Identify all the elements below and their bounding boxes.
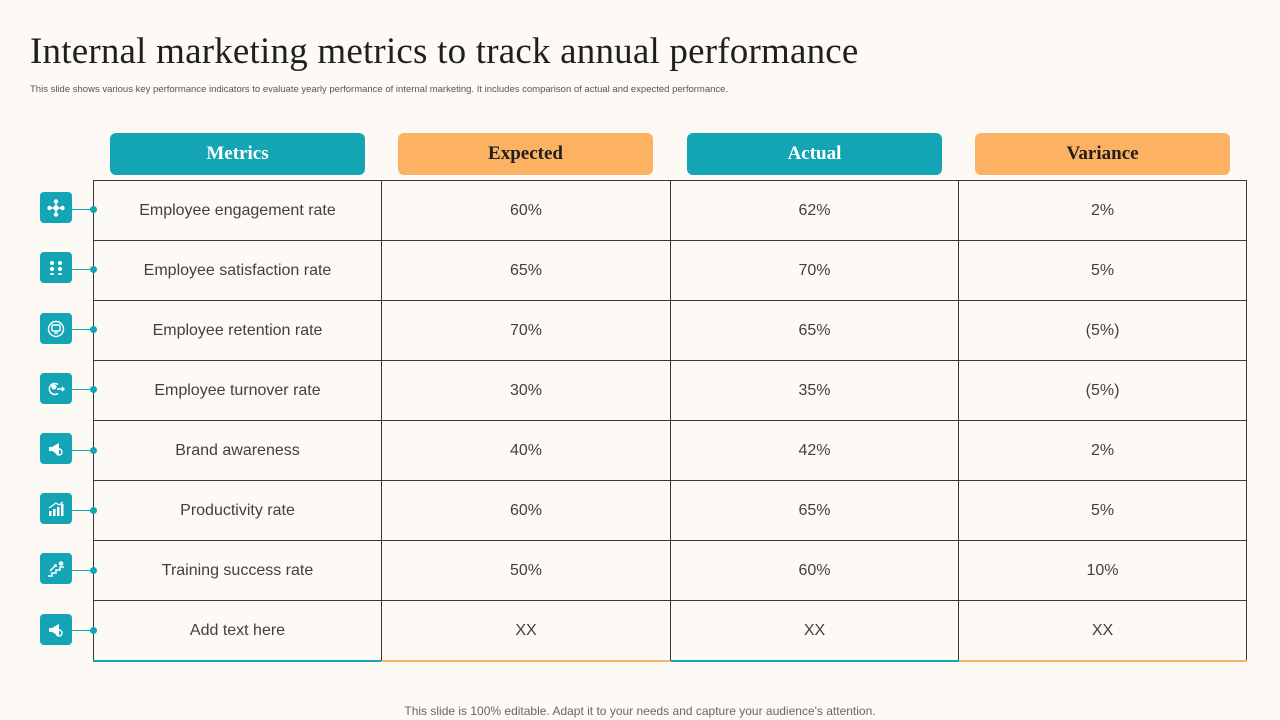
variance-cell: (5%): [959, 301, 1247, 361]
team-satisfaction-icon: [40, 252, 72, 283]
metric-cell: Employee retention rate: [94, 301, 382, 361]
bottom-accent-expected: [382, 660, 670, 662]
connector-dot: [90, 507, 97, 514]
metric-cell: Employee turnover rate: [94, 361, 382, 421]
growth-chart-icon: [40, 493, 72, 524]
actual-cell: 42%: [671, 421, 959, 481]
metric-cell: Productivity rate: [94, 481, 382, 541]
actual-cell: XX: [671, 601, 959, 661]
actual-cell: 35%: [671, 361, 959, 421]
connector-dot: [90, 627, 97, 634]
megaphone-icon: [40, 433, 72, 464]
page-title: Internal marketing metrics to track annu…: [30, 31, 859, 72]
table-row: Employee retention rate 70% 65% (5%): [94, 301, 1247, 361]
table-row: Training success rate 50% 60% 10%: [94, 541, 1247, 601]
expected-cell: 70%: [382, 301, 671, 361]
connector-dot: [90, 567, 97, 574]
expected-cell: 40%: [382, 421, 671, 481]
connector-dot: [90, 266, 97, 273]
megaphone-icon: [40, 614, 72, 645]
actual-cell: 62%: [671, 181, 959, 241]
table-row: Employee engagement rate 60% 62% 2%: [94, 181, 1247, 241]
connector-dot: [90, 386, 97, 393]
footer-note: This slide is 100% editable. Adapt it to…: [404, 704, 876, 718]
variance-cell: (5%): [959, 361, 1247, 421]
expected-cell: XX: [382, 601, 671, 661]
expected-cell: 50%: [382, 541, 671, 601]
connector-dot: [90, 326, 97, 333]
bottom-accent-metrics: [93, 660, 381, 662]
variance-cell: 5%: [959, 241, 1247, 301]
header-expected: Expected: [398, 133, 653, 175]
person-exit-icon: [40, 373, 72, 404]
variance-cell: XX: [959, 601, 1247, 661]
variance-cell: 2%: [959, 421, 1247, 481]
metric-cell: Employee satisfaction rate: [94, 241, 382, 301]
people-network-icon: [40, 192, 72, 223]
connector-dot: [90, 206, 97, 213]
monitor-icon: [40, 313, 72, 344]
metric-cell: Employee engagement rate: [94, 181, 382, 241]
bottom-accent-variance: [959, 660, 1247, 662]
variance-cell: 5%: [959, 481, 1247, 541]
header-actual: Actual: [687, 133, 942, 175]
expected-cell: 65%: [382, 241, 671, 301]
variance-cell: 2%: [959, 181, 1247, 241]
table-row: Brand awareness 40% 42% 2%: [94, 421, 1247, 481]
variance-cell: 10%: [959, 541, 1247, 601]
table-row: Productivity rate 60% 65% 5%: [94, 481, 1247, 541]
header-variance: Variance: [975, 133, 1230, 175]
header-metrics: Metrics: [110, 133, 365, 175]
metrics-table: Employee engagement rate 60% 62% 2% Empl…: [93, 180, 1247, 661]
table-row: Employee satisfaction rate 65% 70% 5%: [94, 241, 1247, 301]
bottom-accent-actual: [671, 660, 959, 662]
actual-cell: 65%: [671, 301, 959, 361]
expected-cell: 30%: [382, 361, 671, 421]
stairs-success-icon: [40, 553, 72, 584]
metric-cell: Brand awareness: [94, 421, 382, 481]
metric-cell: Add text here: [94, 601, 382, 661]
metric-cell: Training success rate: [94, 541, 382, 601]
actual-cell: 65%: [671, 481, 959, 541]
expected-cell: 60%: [382, 481, 671, 541]
expected-cell: 60%: [382, 181, 671, 241]
actual-cell: 60%: [671, 541, 959, 601]
table-row: Employee turnover rate 30% 35% (5%): [94, 361, 1247, 421]
actual-cell: 70%: [671, 241, 959, 301]
connector-dot: [90, 447, 97, 454]
page-subtitle: This slide shows various key performance…: [30, 84, 729, 95]
table-row: Add text here XX XX XX: [94, 601, 1247, 661]
